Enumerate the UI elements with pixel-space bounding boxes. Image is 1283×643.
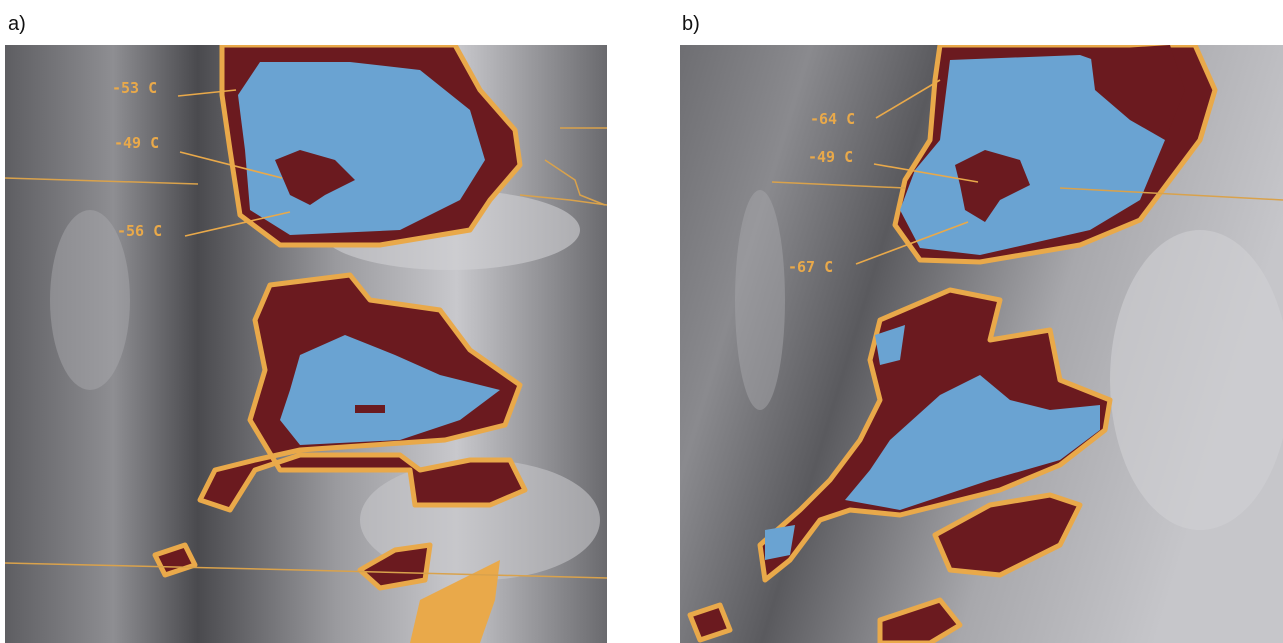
- temperature-label: -64 C: [810, 110, 855, 128]
- temperature-label: -49 C: [808, 148, 853, 166]
- satellite-image-a: [5, 45, 607, 643]
- satellite-image-b: [680, 45, 1283, 643]
- figure: a) b): [0, 0, 1283, 643]
- temperature-label: -49 C: [114, 134, 159, 152]
- panel-label: a): [8, 13, 26, 35]
- panel-label: b): [682, 13, 700, 35]
- temperature-label: -67 C: [788, 258, 833, 276]
- temperature-label: -53 C: [112, 79, 157, 97]
- temperature-label: -56 C: [117, 222, 162, 240]
